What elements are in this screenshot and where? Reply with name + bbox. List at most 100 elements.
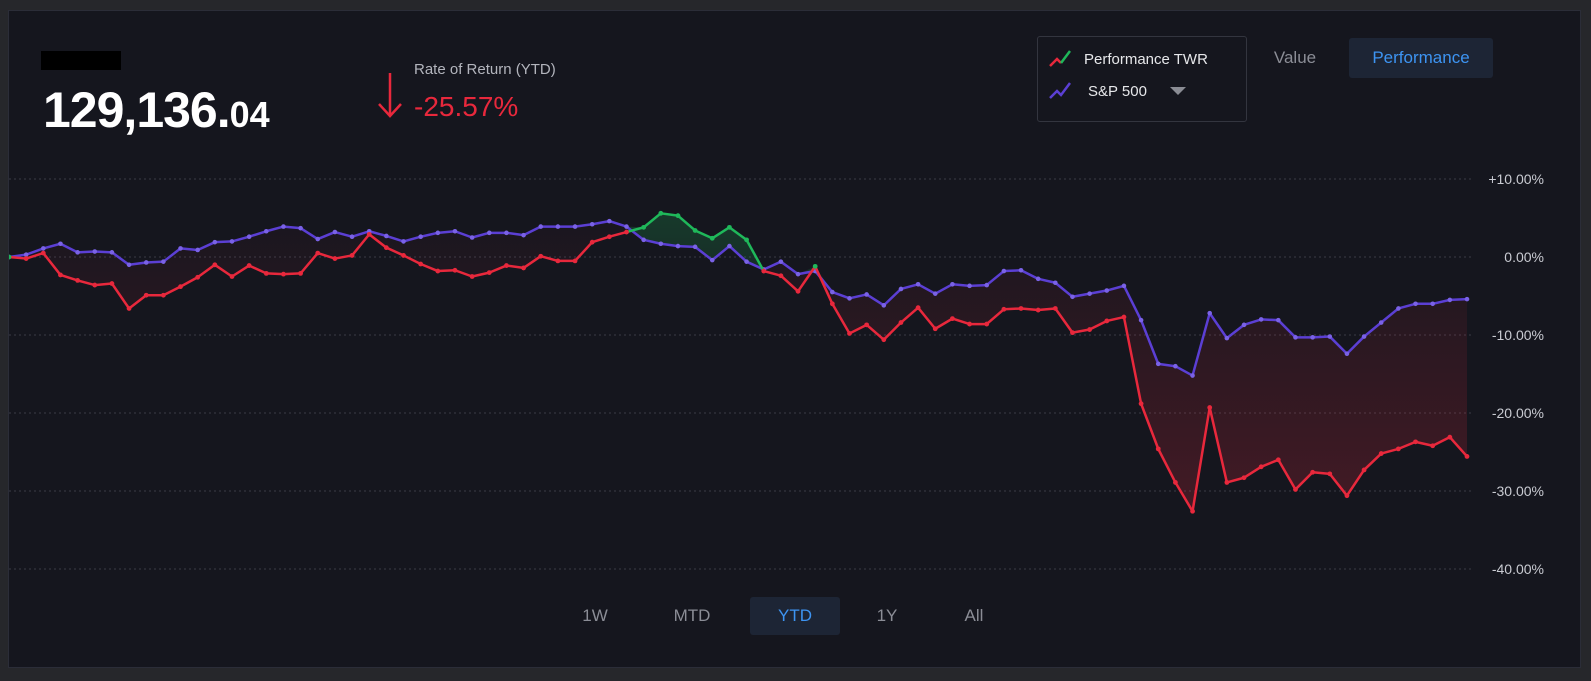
twr-line-segment	[1139, 402, 1160, 451]
twr-line-segment	[1088, 319, 1109, 331]
twr-point	[744, 237, 749, 243]
twr-point	[143, 292, 149, 298]
twr-point	[521, 265, 526, 271]
sp500-point	[1276, 317, 1281, 323]
period-button-ytd[interactable]: YTD	[750, 597, 840, 635]
chevron-down-icon[interactable]	[1170, 87, 1186, 95]
twr-line-segment	[59, 273, 79, 282]
twr-point	[246, 263, 252, 268]
sp500-point	[967, 283, 972, 289]
twr-point	[126, 306, 132, 311]
sp500-point	[1104, 288, 1110, 293]
sp500-point	[1138, 317, 1144, 323]
sp500-point	[1430, 301, 1435, 307]
twr-point	[898, 320, 904, 325]
twr-line-segment	[1019, 307, 1040, 312]
twr-line-segment	[1225, 476, 1246, 484]
sp500-point	[41, 246, 46, 251]
legend-item-sp500[interactable]: S&P 500	[1048, 79, 1147, 103]
twr-line-segment	[9, 255, 28, 260]
twr-line-segment	[1294, 471, 1314, 491]
sp500-point	[881, 303, 887, 308]
twr-point	[332, 256, 338, 261]
rate-of-return-label: Rate of Return (YTD)	[414, 61, 556, 78]
twr-line-segment	[1054, 307, 1074, 334]
twr-point	[1430, 443, 1436, 449]
twr-line-segment	[728, 226, 748, 242]
sp500-point	[607, 218, 612, 224]
sp500-point	[109, 250, 115, 255]
sp500-point	[281, 224, 286, 229]
sp500-point	[744, 259, 749, 264]
sp500-point	[1018, 267, 1024, 273]
period-button-1y[interactable]: 1Y	[876, 606, 898, 625]
y-tick-label: +10.00%	[1488, 171, 1544, 187]
twr-line-segment	[1345, 468, 1366, 497]
twr-line-segment	[505, 264, 525, 270]
chart-legend[interactable]: Performance TWR S&P 500	[1037, 36, 1247, 122]
twr-line-segment	[419, 262, 440, 273]
twr-point	[1173, 480, 1178, 485]
twr-point	[160, 292, 166, 298]
period-button-1w[interactable]: 1W	[582, 606, 608, 625]
twr-line-segment	[1379, 447, 1400, 455]
twr-point	[1378, 451, 1384, 456]
twr-point	[709, 235, 715, 241]
twr-point	[504, 263, 509, 268]
rate-of-return-value: -25.57%	[414, 91, 519, 122]
sp500-point	[315, 236, 321, 242]
twr-line-segment	[745, 238, 765, 273]
sp500-point	[675, 243, 681, 249]
period-button-mtd[interactable]: MTD	[673, 606, 711, 625]
sp500-point	[178, 246, 183, 251]
sp500-point	[332, 229, 338, 235]
sp500-point	[469, 235, 475, 240]
twr-line-segment	[865, 323, 886, 341]
sp500-point	[521, 232, 526, 238]
performance-toggle-button[interactable]: Performance	[1349, 38, 1493, 78]
twr-point	[1413, 439, 1418, 445]
period-button-all[interactable]: All	[964, 606, 984, 625]
sp500-point	[349, 234, 355, 240]
value-toggle-button[interactable]: Value	[1273, 48, 1317, 67]
twr-point	[915, 305, 921, 311]
twr-line-segment	[385, 246, 405, 257]
twr-line-segment	[831, 302, 851, 335]
account-value: 129,136.04	[43, 81, 270, 144]
twr-line-segment	[676, 214, 697, 232]
twr-point	[950, 316, 955, 322]
performance-panel: 129,136.04 Rate of Return (YTD) -25.57% …	[8, 10, 1581, 668]
twr-line-segment	[1277, 458, 1297, 491]
sp500-point	[384, 233, 389, 239]
twr-line-segment	[316, 251, 337, 260]
sp500-point	[1378, 320, 1384, 325]
twr-line-segment	[1156, 447, 1177, 484]
sp500-point	[830, 289, 835, 295]
sp500-point	[452, 228, 458, 234]
sp500-point	[1361, 334, 1367, 339]
twr-line-segment	[1242, 465, 1263, 479]
sp500-point	[641, 237, 646, 243]
twr-point	[538, 253, 544, 259]
twr-line-segment	[42, 251, 62, 277]
twr-point	[58, 272, 63, 278]
twr-point	[212, 262, 218, 268]
twr-point	[675, 213, 681, 219]
sp500-point	[75, 250, 80, 255]
sp500-point	[58, 241, 63, 247]
twr-line-segment	[642, 212, 663, 229]
sp500-point	[23, 252, 29, 257]
twr-point	[40, 250, 46, 256]
twr-line-segment	[333, 254, 354, 260]
sp500-point	[1241, 322, 1247, 328]
twr-line-segment	[1328, 472, 1349, 497]
sp500-point	[950, 282, 955, 287]
twr-line-segment	[539, 254, 560, 263]
sp500-point	[263, 228, 269, 234]
sp500-point	[212, 239, 218, 245]
twr-line-segment	[282, 272, 302, 276]
twr-line-segment	[762, 269, 783, 277]
legend-item-performance-twr[interactable]: Performance TWR	[1048, 47, 1208, 71]
sp500-point	[984, 282, 990, 288]
twr-line-segment	[590, 235, 611, 244]
